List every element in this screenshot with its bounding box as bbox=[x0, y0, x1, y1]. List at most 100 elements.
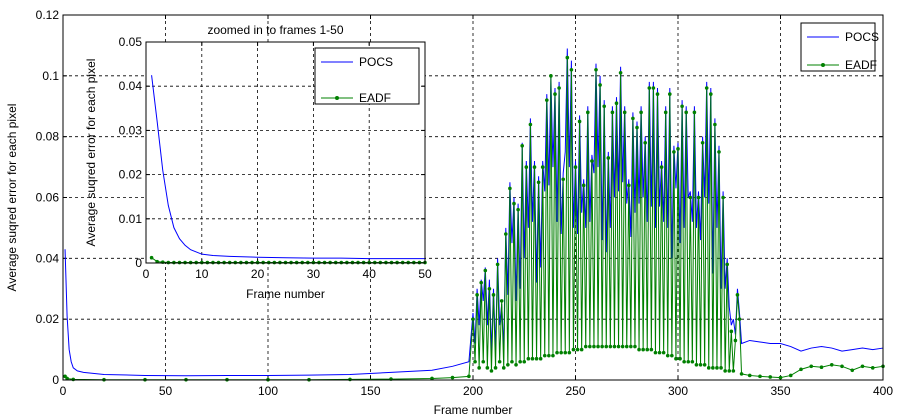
main-eadf-marker bbox=[592, 344, 596, 349]
main-eadf-marker bbox=[590, 159, 594, 163]
inset-x-tick-label: 0 bbox=[143, 267, 150, 281]
main-eadf-marker bbox=[493, 366, 498, 370]
main-eadf-marker bbox=[549, 74, 553, 78]
main-eadf-marker bbox=[563, 350, 568, 355]
main-x-tick-label: 400 bbox=[873, 384, 893, 398]
main-eadf-marker bbox=[663, 110, 668, 115]
main-x-tick-label: 100 bbox=[258, 384, 278, 398]
inset-chart-title: zoomed in to frames 1-50 bbox=[207, 23, 343, 37]
main-legend-label-eadf: EADF bbox=[845, 58, 877, 72]
main-legend-box bbox=[800, 22, 876, 72]
main-eadf-marker bbox=[551, 353, 555, 358]
main-eadf-marker bbox=[618, 70, 623, 75]
main-eadf-marker bbox=[65, 376, 69, 381]
inset-y-tick-label: 0.03 bbox=[119, 123, 143, 137]
inset-x-tick-label: 30 bbox=[307, 267, 321, 281]
main-eadf-marker bbox=[639, 110, 643, 115]
main-eadf-marker bbox=[629, 344, 633, 349]
main-eadf-marker bbox=[610, 110, 615, 115]
main-eadf-marker bbox=[518, 359, 522, 364]
main-eadf-marker bbox=[571, 347, 576, 352]
inset-x-tick-label: 20 bbox=[251, 267, 265, 281]
main-eadf-marker bbox=[788, 373, 793, 378]
main-eadf-marker bbox=[430, 376, 434, 381]
main-eadf-marker bbox=[860, 364, 865, 369]
main-eadf-marker bbox=[870, 366, 875, 370]
main-eadf-marker bbox=[735, 293, 740, 297]
inset-y-tick-label: 0.04 bbox=[119, 79, 143, 93]
main-eadf-marker bbox=[547, 353, 551, 358]
inset-series-line-pocs bbox=[151, 75, 425, 260]
main-eadf-marker bbox=[473, 359, 477, 364]
main-eadf-marker bbox=[565, 55, 570, 60]
main-eadf-marker bbox=[526, 356, 531, 361]
main-eadf-marker bbox=[653, 350, 658, 355]
main-eadf-marker bbox=[659, 165, 664, 169]
main-eadf-marker bbox=[670, 353, 674, 358]
main-y-tick-label: 0.12 bbox=[36, 8, 60, 22]
main-x-tick-label: 50 bbox=[159, 384, 173, 398]
main-eadf-marker bbox=[516, 207, 520, 212]
main-eadf-marker bbox=[758, 374, 762, 379]
main-eadf-marker bbox=[643, 140, 647, 145]
main-eadf-marker bbox=[665, 353, 670, 358]
inset-eadf-marker bbox=[149, 255, 154, 260]
main-eadf-marker bbox=[727, 369, 732, 373]
main-x-tick-label: 350 bbox=[770, 384, 790, 398]
main-eadf-marker bbox=[524, 165, 529, 169]
main-eadf-marker bbox=[606, 156, 611, 160]
main-eadf-marker bbox=[684, 110, 688, 115]
main-eadf-marker bbox=[721, 195, 725, 200]
main-eadf-marker bbox=[542, 353, 547, 358]
main-eadf-marker bbox=[530, 356, 535, 361]
main-eadf-marker bbox=[71, 377, 76, 382]
main-x-axis-label: Frame number bbox=[434, 403, 513, 417]
main-eadf-marker bbox=[467, 374, 471, 379]
main-eadf-marker bbox=[809, 364, 814, 369]
main-legend-label-pocs: POCS bbox=[845, 30, 879, 44]
main-eadf-marker bbox=[522, 359, 527, 364]
main-eadf-marker bbox=[676, 147, 680, 151]
main-eadf-marker bbox=[506, 362, 510, 367]
main-eadf-marker bbox=[719, 366, 723, 370]
inset-y-tick-label: 0.02 bbox=[119, 168, 143, 182]
main-eadf-marker bbox=[561, 177, 565, 182]
main-eadf-marker bbox=[709, 92, 713, 96]
main-eadf-marker bbox=[504, 232, 508, 236]
main-eadf-marker bbox=[588, 344, 592, 349]
main-x-tick-label: 300 bbox=[668, 384, 688, 398]
inset-chart-group: 0 10 20 30 40 50 0 0.01 0.02 0.03 0.04 0.05 zoomed i… bbox=[84, 23, 432, 301]
main-eadf-marker bbox=[604, 344, 609, 349]
main-eadf-marker bbox=[508, 186, 512, 191]
main-eadf-marker bbox=[729, 329, 734, 334]
main-eadf-marker bbox=[631, 116, 635, 121]
main-eadf-marker bbox=[475, 293, 479, 297]
main-eadf-marker bbox=[733, 338, 738, 343]
main-eadf-marker bbox=[583, 344, 588, 349]
main-eadf-marker bbox=[692, 110, 697, 115]
main-eadf-marker bbox=[686, 359, 691, 364]
main-eadf-marker bbox=[829, 362, 834, 367]
inset-x-tick-label: 50 bbox=[418, 267, 432, 281]
main-eadf-marker bbox=[534, 356, 539, 361]
main-eadf-marker bbox=[495, 262, 500, 267]
main-eadf-marker bbox=[737, 317, 742, 321]
main-eadf-marker bbox=[778, 375, 783, 380]
main-eadf-marker bbox=[731, 369, 736, 373]
main-eadf-marker bbox=[624, 344, 629, 349]
main-eadf-marker bbox=[690, 359, 695, 364]
inset-legend-marker-eadf bbox=[335, 96, 339, 100]
main-eadf-marker bbox=[450, 375, 455, 380]
main-y-tick-label: 0 bbox=[52, 373, 59, 387]
main-eadf-marker bbox=[559, 350, 563, 355]
main-eadf-marker bbox=[514, 362, 518, 367]
inset-legend-label-pocs: POCS bbox=[359, 55, 393, 69]
main-eadf-marker bbox=[688, 195, 693, 200]
main-eadf-marker bbox=[573, 165, 578, 169]
inset-x-tick-label: 40 bbox=[363, 267, 377, 281]
main-eadf-marker bbox=[602, 104, 606, 109]
main-eadf-marker bbox=[348, 377, 352, 382]
main-eadf-marker bbox=[479, 280, 484, 285]
main-eadf-marker bbox=[520, 143, 524, 148]
